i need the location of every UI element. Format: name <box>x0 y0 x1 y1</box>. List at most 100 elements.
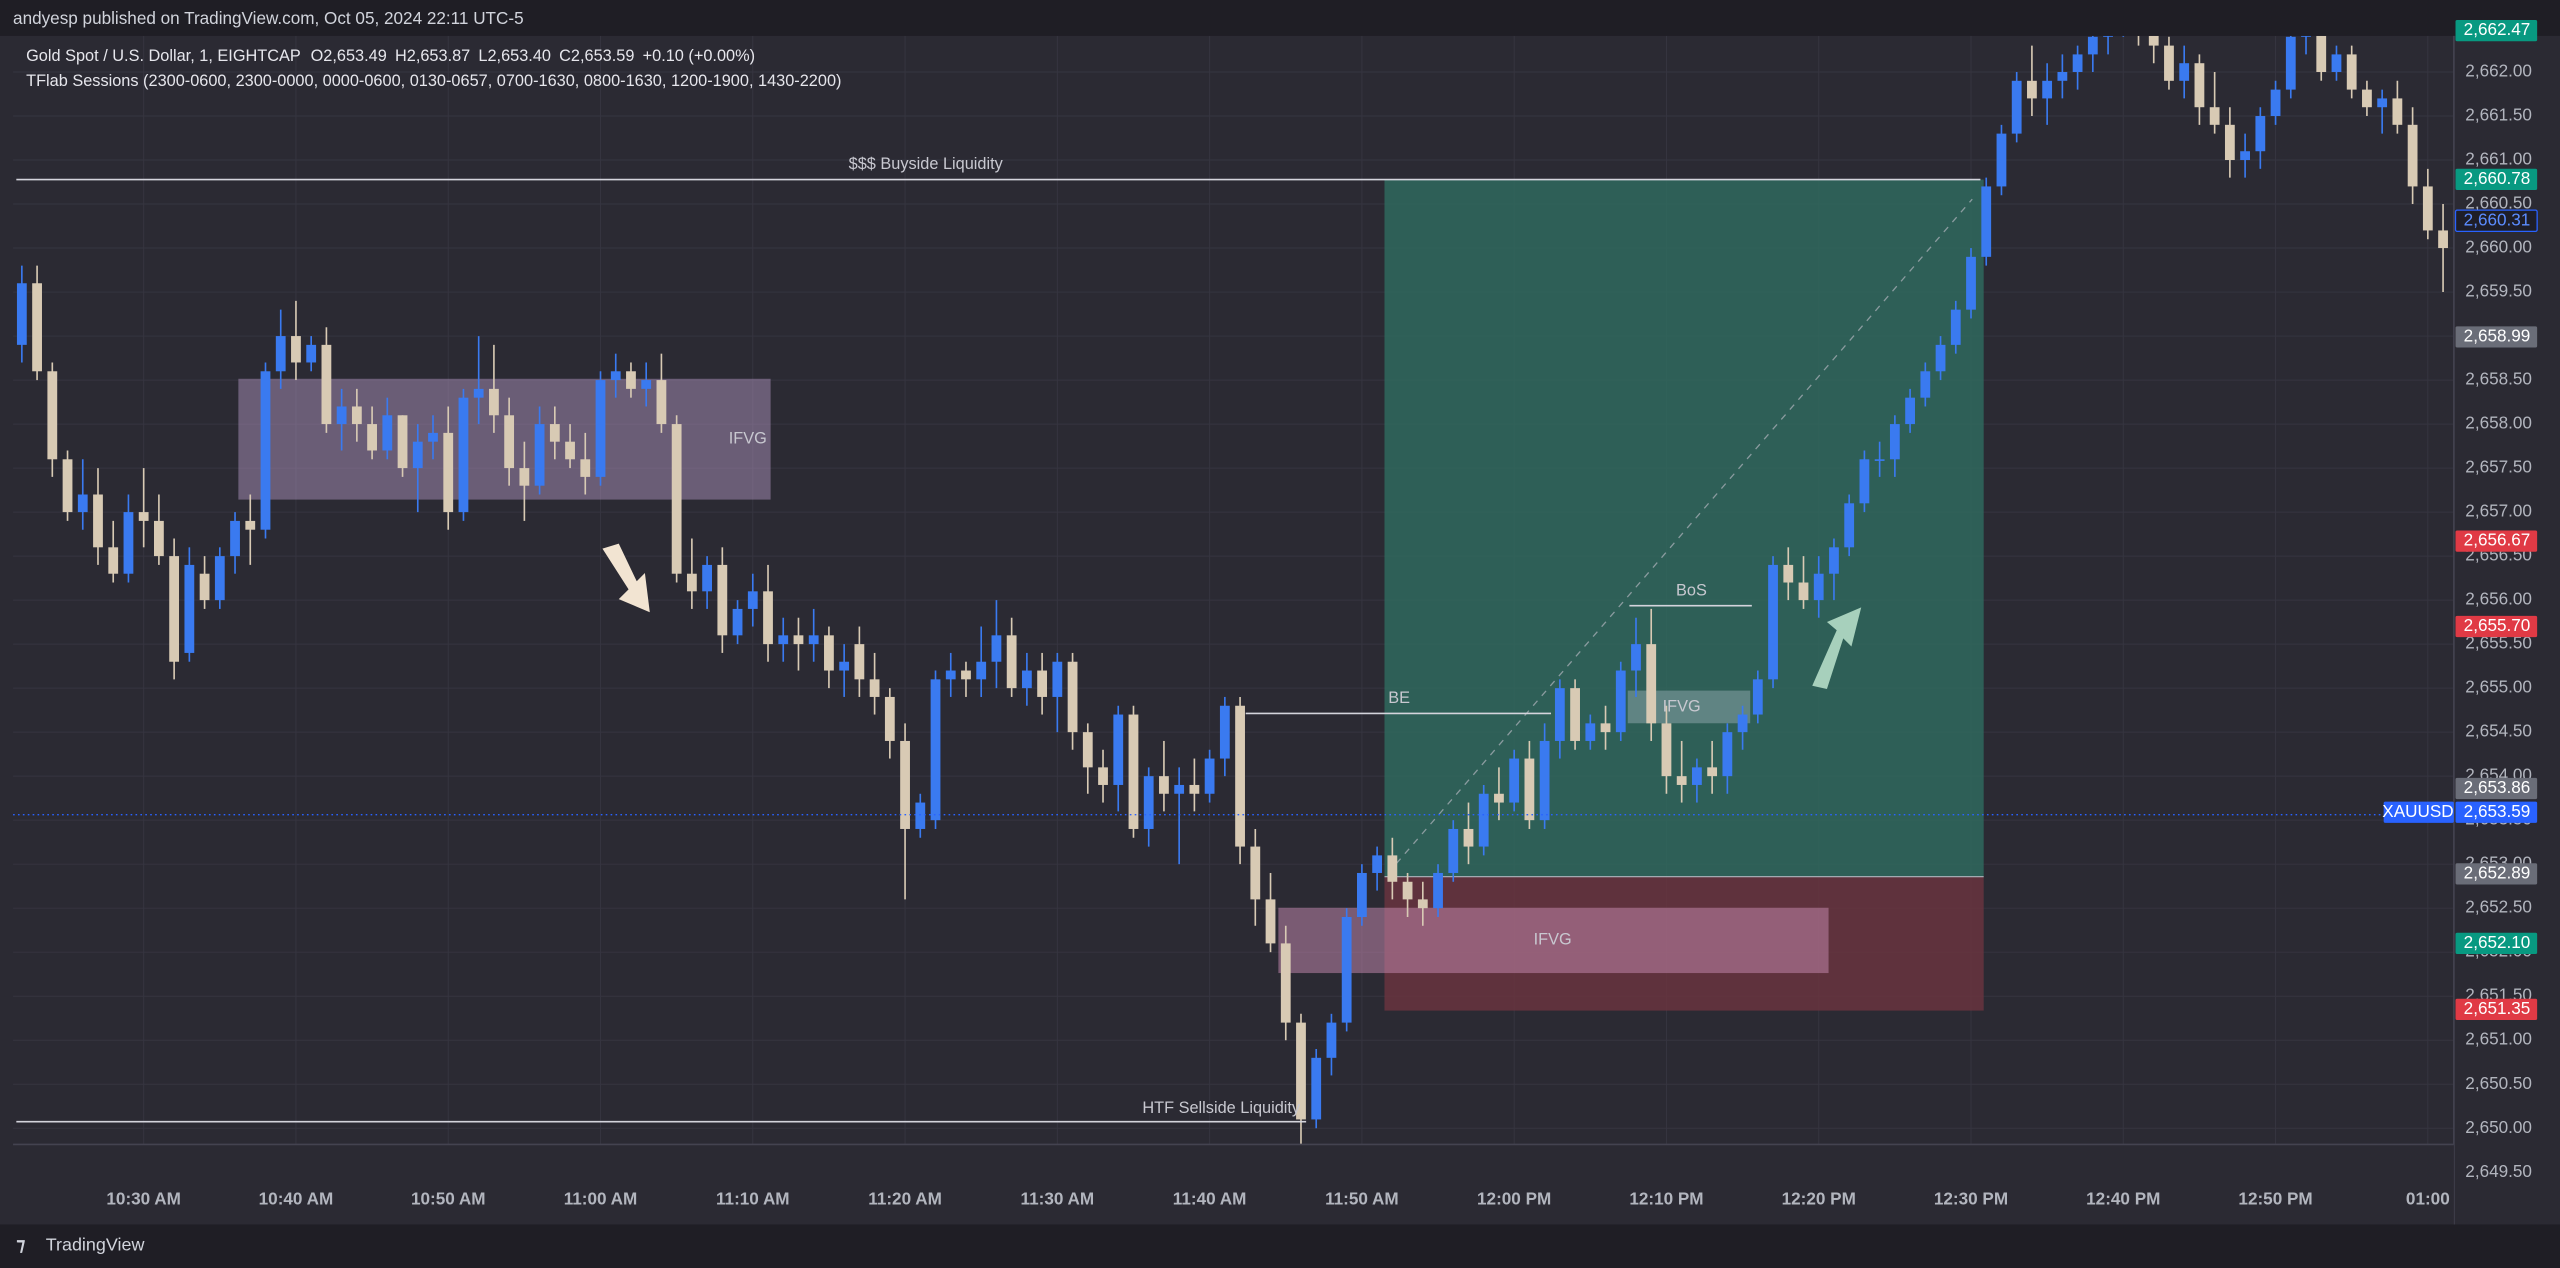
candle-body <box>930 679 941 821</box>
x-tick-label: 11:50 AM <box>1325 1189 1399 1209</box>
candle-body <box>2362 89 2372 108</box>
candle-body <box>1128 714 1139 829</box>
legend-title: Gold Spot / U.S. Dollar, 1, EIGHTCAP O2,6… <box>26 47 755 65</box>
candle-body <box>1067 661 1078 733</box>
candle-body <box>2301 35 2311 37</box>
y-tick-label: 2,660.00 <box>2465 237 2532 257</box>
candle-body <box>397 415 408 469</box>
candle-body <box>1768 564 1778 680</box>
candle-body <box>2209 107 2220 125</box>
price-label-box <box>2455 615 2538 638</box>
candle-body <box>77 494 88 513</box>
candle-body <box>1402 881 1413 900</box>
candle-body <box>336 406 347 425</box>
candle-body <box>93 494 103 548</box>
x-tick-label: 11:10 AM <box>716 1189 790 1209</box>
price-label-box <box>2455 932 2538 955</box>
candle-body <box>1844 503 1855 548</box>
candle-body <box>184 564 195 653</box>
candle-body <box>2072 54 2083 73</box>
candle-body <box>1204 758 1215 794</box>
candle-body <box>1235 705 1245 847</box>
candle-body <box>2346 54 2357 90</box>
candle-body <box>1250 846 1261 900</box>
candle-body <box>915 802 926 829</box>
x-tick-label: 12:50 PM <box>2238 1189 2312 1209</box>
candle-body <box>1509 758 1520 803</box>
candle-body <box>1829 547 1839 574</box>
top-bar <box>0 0 2560 36</box>
candle-body <box>2392 98 2403 125</box>
candle-body <box>306 344 317 363</box>
candle-body <box>1752 679 1763 715</box>
candle-body <box>1448 828 1459 873</box>
y-tick-label: 2,661.50 <box>2465 105 2532 125</box>
candle-body <box>1326 1022 1337 1058</box>
target-path <box>1387 198 1973 874</box>
arrow <box>602 543 650 613</box>
arrow <box>1812 607 1862 689</box>
y-tick-label: 2,655.50 <box>2465 633 2532 653</box>
x-tick-label: 11:20 AM <box>868 1189 942 1209</box>
candle-body <box>1265 899 1276 944</box>
candles <box>16 35 2448 1145</box>
candle-body <box>32 283 42 372</box>
candle-body <box>793 635 804 645</box>
x-tick-label: 11:30 AM <box>1021 1189 1095 1209</box>
candle-body <box>1722 732 1733 777</box>
x-tick-label: 10:50 AM <box>411 1189 486 1209</box>
candle-body <box>1539 740 1550 821</box>
candle-body <box>991 635 1002 662</box>
legend-close: C2,653.59 <box>559 47 634 65</box>
candle-body <box>1935 344 1946 372</box>
candle-body <box>504 415 515 469</box>
y-tick-label: 2,659.50 <box>2465 281 2532 301</box>
candle-body <box>2042 80 2053 99</box>
candle-body <box>199 573 210 601</box>
x-tick-label: 12:00 PM <box>1477 1189 1551 1209</box>
price-label: 2,653.86 <box>2464 777 2531 797</box>
candle-body <box>1356 872 1367 917</box>
time-axis <box>0 1144 2454 1225</box>
price-label-box <box>2455 801 2538 823</box>
price-label: 2,653.59 <box>2464 801 2531 821</box>
publisher: andyesp published on TradingView.com, Oc… <box>13 8 524 28</box>
y-tick-label: 2,657.00 <box>2465 501 2532 521</box>
candle-body <box>2011 80 2022 134</box>
y-tick-label: 2,662.00 <box>2465 61 2532 81</box>
candle-body <box>2240 151 2251 161</box>
x-tick-label: 12:10 PM <box>1629 1189 1703 1209</box>
candle-body <box>610 371 621 381</box>
candle-body <box>2316 35 2327 73</box>
candle-body <box>1661 723 1672 777</box>
y-tick-label: 2,650.50 <box>2465 1073 2532 1093</box>
annotation: BoS <box>1676 581 1707 599</box>
candle-body <box>1387 855 1398 882</box>
candle-body <box>961 670 971 680</box>
candle-body <box>1737 714 1748 733</box>
candle-body <box>154 520 164 557</box>
candle-body <box>489 388 499 416</box>
candle-body <box>580 459 591 477</box>
legend-change: +0.10 (+0.00%) <box>643 47 755 65</box>
candle-body <box>1570 688 1580 741</box>
candle-body <box>16 283 27 345</box>
candle-body <box>169 556 180 662</box>
candle-body <box>443 432 454 513</box>
y-tick-label: 2,656.00 <box>2465 589 2532 609</box>
annotation: HTF Sellside Liquidity <box>1142 1099 1301 1117</box>
candle-body <box>839 661 850 671</box>
price-label-box <box>2455 863 2538 885</box>
candle-body <box>1996 133 2007 187</box>
candle-body <box>1478 793 1489 847</box>
candle-body <box>2270 89 2281 117</box>
candle-body <box>1874 459 1885 461</box>
price-label: 2,658.99 <box>2464 325 2531 345</box>
x-tick-label: 10:30 AM <box>106 1189 181 1209</box>
candle-body <box>1631 644 1641 671</box>
legend-low: L2,653.40 <box>478 47 551 65</box>
y-tick-label: 2,649.50 <box>2465 1161 2532 1181</box>
candle-body <box>2103 35 2113 37</box>
x-tick-label: 12:30 PM <box>1934 1189 2008 1209</box>
